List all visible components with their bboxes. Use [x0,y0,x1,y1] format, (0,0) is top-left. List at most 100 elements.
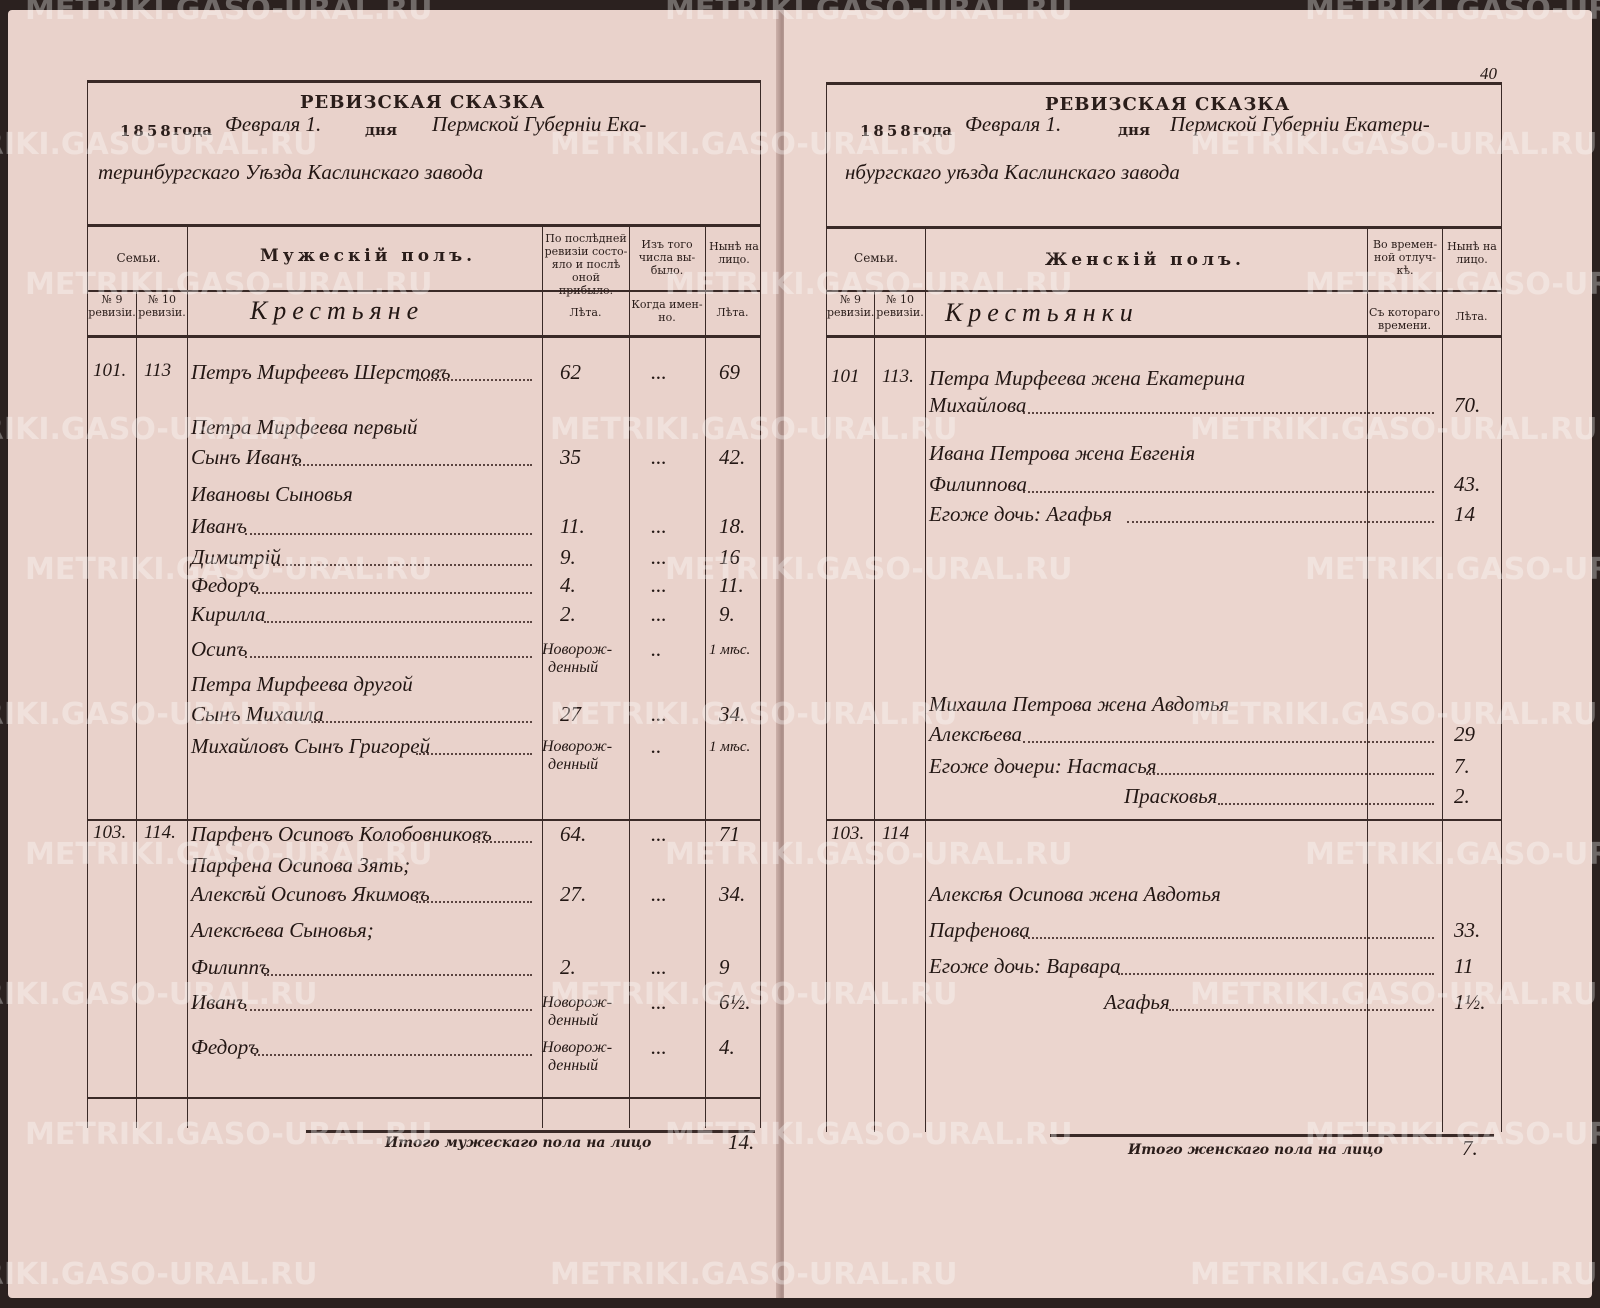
rev10-number: 113. [882,366,914,387]
years-at-last-revision: 27. [560,882,587,906]
header-mid-right [542,290,760,292]
years-at-last-revision: 4. [560,573,576,597]
title-box-top [87,80,760,83]
column-divider [136,290,138,1128]
absent-header: Во времен-ной отлуч-кѣ. [1372,238,1438,277]
years-now: 42. [719,445,746,469]
years-at-last-revision: 11. [560,514,585,538]
person-name: Петра Мирфеева первый [191,415,418,439]
header-mid-2 [925,290,1501,292]
person-name: Петра Мирфеева жена Екатерина [929,366,1246,390]
column-divider [1442,226,1444,1132]
leader-dots [273,564,532,566]
table-left-border [826,82,828,1132]
year: 1858 [120,122,174,140]
years-now: 33. [1454,918,1481,942]
person-name: Егоже дочери: Настасья [929,754,1157,778]
person-name: Сынъ Иванъ [191,445,302,469]
person-name: Сынъ Михаила [191,702,324,726]
now-header: Нынѣ на лицо. [1447,240,1497,266]
years-now: 18. [719,514,746,538]
year-word: года [173,121,212,139]
years-now: 71 [719,822,740,846]
table-right-border [1501,82,1503,1132]
leader-dots [263,621,532,623]
years-now: 1 мѣс. [709,739,751,755]
years-now: 7. [1454,754,1470,778]
leader-dots [1022,741,1434,743]
left-column-value: .. [651,637,662,661]
rev9-header: № 9 ревизіи. [88,293,136,319]
person-name: Агафья [1104,990,1170,1014]
years-at-last-revision: 35 [560,445,581,469]
total-rule [1050,1134,1494,1137]
years-now: 11 [1454,954,1474,978]
header-mid [87,290,542,292]
years-now: 9. [719,602,735,626]
total-rule [306,1130,755,1133]
years-now: 1 мѣс. [709,642,751,658]
years-now: 34. [719,882,746,906]
years-now: 29 [1454,722,1475,746]
years-at-last-revision-cont: денный [548,756,599,773]
person-name: Егоже дочь: Агафья [929,502,1112,526]
left-header: Изъ того числа вы-было. [638,238,696,277]
years-header: Лѣта. [1455,310,1488,323]
header-top [826,226,1501,229]
years-now: 43. [1454,472,1481,496]
leader-dots [415,901,532,903]
leader-dots [415,753,532,755]
total-label: Итого женскаго пола на лицо [1128,1142,1383,1158]
person-name: Алексѣя Осипова жена Авдотья [929,882,1221,906]
families-header: Семьи. [116,251,161,265]
rev10-number: 113 [144,360,172,381]
place-line-2: нбургскаго уѣзда Каслинскаго завода [845,160,1180,184]
left-column-value: ... [651,445,667,469]
leader-dots [254,1054,532,1056]
person-name: Парфена Осипова Зять; [191,853,411,877]
years-at-last-revision: Новорож- [542,994,613,1011]
years-at-last-revision-cont: денный [548,1012,599,1029]
total-value: 14. [728,1130,755,1154]
years-now: 69 [719,360,740,384]
rev9-number: 101 [831,366,860,387]
leader-dots [1022,937,1434,939]
left-column-value: ... [651,573,667,597]
rev9-number: 103. [93,822,127,843]
family-divider [87,1097,760,1099]
date-month: Февраля 1. [225,112,322,136]
rev10-number: 114 [882,823,910,844]
leader-dots [415,379,532,381]
left-column-value: ... [651,882,667,906]
page-number: 40 [1480,64,1497,83]
left-page [8,10,780,1298]
leader-dots [1117,973,1434,975]
left-column-value: ... [651,1035,667,1059]
leader-dots [263,974,532,976]
person-name: Егоже дочь: Варвара [929,954,1121,978]
column-divider [1367,226,1369,1132]
header-top [87,224,760,227]
day-word: дня [1118,121,1151,139]
person-name: Михайловъ Сынъ Григорей [191,734,431,758]
person-name: Петра Мирфеева другой [191,672,413,696]
estate-label: Крестьяне [250,296,425,325]
person-name: Алексѣева Сыновья; [191,918,374,942]
rev9-number: 103. [831,823,865,844]
leader-dots [254,592,532,594]
left-column-value: .. [651,734,662,758]
years-now: 6½. [719,990,751,1014]
column-divider [874,290,876,1132]
years-now: 2. [1454,784,1470,808]
column-divider [187,224,189,1128]
person-name: Алексѣй Осиповъ Якимовъ [191,882,430,906]
leader-dots [244,533,532,535]
page-title: РЕВИЗСКАЯ СКАЗКА [1045,94,1291,115]
column-divider [542,224,544,1128]
person-name: Федоръ [191,1035,260,1059]
rev9-header: № 9 ревизіи. [827,293,875,319]
years-now: 1½. [1454,990,1486,1014]
person-name: Димитрій [191,545,281,569]
now-header: Нынѣ на лицо. [709,240,759,266]
families-header: Семьи. [854,251,898,265]
